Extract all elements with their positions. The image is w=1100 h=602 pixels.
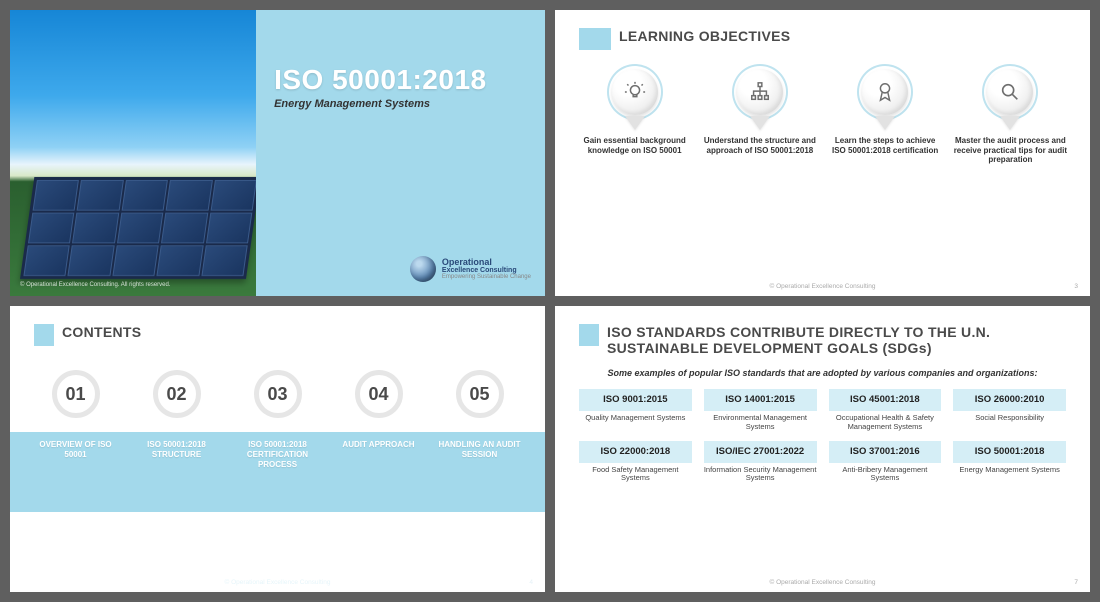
- standard-card: ISO 9001:2015 Quality Management Systems: [579, 389, 692, 431]
- slide-heading: CONTENTS: [62, 324, 141, 340]
- standard-desc: Information Security Management Systems: [704, 466, 817, 483]
- search-icon: [999, 81, 1021, 103]
- standard-desc: Social Responsibility: [953, 414, 1066, 430]
- standard-desc: Anti-Bribery Management Systems: [829, 466, 942, 483]
- slide-footer: © Operational Excellence Consulting: [555, 283, 1090, 290]
- contents-label: AUDIT APPROACH: [331, 440, 426, 496]
- standard-code: ISO 22000:2018: [579, 441, 692, 463]
- accent-bar: [579, 28, 611, 50]
- number-circle: 04: [355, 370, 403, 418]
- contents-label: ISO 50001:2018 STRUCTURE: [129, 440, 224, 496]
- number-circle: 01: [52, 370, 100, 418]
- standard-code: ISO 14001:2015: [704, 389, 817, 411]
- contents-item: 04: [331, 370, 426, 418]
- solar-panel-illustration: [20, 177, 261, 279]
- standard-code: ISO/IEC 27001:2022: [704, 441, 817, 463]
- standard-card: ISO 50001:2018 Energy Management Systems: [953, 441, 1066, 483]
- contents-item: 03: [230, 370, 325, 418]
- slide-learning-objectives: LEARNING OBJECTIVES Gain essential backg…: [555, 10, 1090, 296]
- number-circle: 03: [254, 370, 302, 418]
- number-circle: 05: [456, 370, 504, 418]
- objective-item: Learn the steps to achieve ISO 50001:201…: [826, 66, 945, 165]
- objectives-row: Gain essential background knowledge on I…: [555, 56, 1090, 165]
- globe-icon: [410, 256, 436, 282]
- page-number: 4: [529, 579, 533, 586]
- objective-text: Understand the structure and approach of…: [700, 136, 819, 155]
- standard-card: ISO 22000:2018 Food Safety Management Sys…: [579, 441, 692, 483]
- slide-iso-standards: ISO STANDARDS CONTRIBUTE DIRECTLY TO THE…: [555, 306, 1090, 592]
- lead-text: Some examples of popular ISO standards t…: [555, 362, 1090, 387]
- slide-heading: ISO STANDARDS CONTRIBUTE DIRECTLY TO THE…: [607, 324, 1066, 356]
- slide-title-text: ISO 50001:2018: [274, 64, 529, 96]
- slide-header: ISO STANDARDS CONTRIBUTE DIRECTLY TO THE…: [555, 306, 1090, 362]
- contents-label: ISO 50001:2018 CERTIFICATION PROCESS: [230, 440, 325, 496]
- contents-item: 05: [432, 370, 527, 418]
- slide-heading: LEARNING OBJECTIVES: [619, 28, 790, 44]
- slide-deck-grid: © Operational Excellence Consulting. All…: [10, 10, 1090, 592]
- number-circle: 02: [153, 370, 201, 418]
- copyright-text: © Operational Excellence Consulting. All…: [20, 282, 171, 288]
- standard-desc: Energy Management Systems: [953, 466, 1066, 482]
- title-panel: ISO 50001:2018 Energy Management Systems…: [256, 10, 545, 296]
- standard-card: ISO 26000:2010 Social Responsibility: [953, 389, 1066, 431]
- standard-desc: Environmental Management Systems: [704, 414, 817, 431]
- bulb-icon: [624, 81, 646, 103]
- objective-text: Master the audit process and receive pra…: [951, 136, 1070, 165]
- standards-grid: ISO 9001:2015Quality Management Systems …: [555, 387, 1090, 482]
- contents-label: HANDLING AN AUDIT SESSION: [432, 440, 527, 496]
- contents-item: 01: [28, 370, 123, 418]
- standard-desc: Quality Management Systems: [579, 414, 692, 430]
- standard-code: ISO 37001:2016: [829, 441, 942, 463]
- map-pin-icon: [859, 66, 911, 130]
- standard-card: ISO/IEC 27001:2022 Information Security M…: [704, 441, 817, 483]
- contents-item: 02: [129, 370, 224, 418]
- company-logo: Operational Excellence Consulting Empowe…: [410, 256, 531, 282]
- contents-numbers-row: 01 02 03 04 05: [10, 352, 545, 418]
- page-number: 3: [1074, 283, 1078, 290]
- page-number: 7: [1074, 579, 1078, 586]
- slide-footer: © Operational Excellence Consulting: [10, 579, 545, 586]
- slide-subtitle: Energy Management Systems: [274, 98, 529, 110]
- standard-code: ISO 45001:2018: [829, 389, 942, 411]
- standard-card: ISO 14001:2015 Environmental Management S…: [704, 389, 817, 431]
- standard-code: ISO 50001:2018: [953, 441, 1066, 463]
- accent-bar: [579, 324, 599, 346]
- standard-code: ISO 26000:2010: [953, 389, 1066, 411]
- map-pin-icon: [734, 66, 786, 130]
- slide-header: LEARNING OBJECTIVES: [555, 10, 1090, 56]
- standard-desc: Occupational Health & Safety Management …: [829, 414, 942, 431]
- contents-label: OVERVIEW OF ISO 50001: [28, 440, 123, 496]
- objective-item: Gain essential background knowledge on I…: [575, 66, 694, 165]
- objective-item: Master the audit process and receive pra…: [951, 66, 1070, 165]
- standard-card: ISO 45001:2018 Occupational Health & Safe…: [829, 389, 942, 431]
- accent-bar: [34, 324, 54, 346]
- standard-card: ISO 37001:2016 Anti-Bribery Management Sy…: [829, 441, 942, 483]
- slide-contents: CONTENTS 01 02 03 04 05 OVERVIEW OF ISO …: [10, 306, 545, 592]
- standard-desc: Food Safety Management Systems: [579, 466, 692, 483]
- standard-code: ISO 9001:2015: [579, 389, 692, 411]
- objective-text: Learn the steps to achieve ISO 50001:201…: [826, 136, 945, 155]
- objective-text: Gain essential background knowledge on I…: [575, 136, 694, 155]
- logo-text: Operational Excellence Consulting Empowe…: [442, 258, 531, 280]
- map-pin-icon: [609, 66, 661, 130]
- map-pin-icon: [984, 66, 1036, 130]
- slide-header: CONTENTS: [10, 306, 545, 352]
- slide-footer: © Operational Excellence Consulting: [555, 579, 1090, 586]
- objective-item: Understand the structure and approach of…: [700, 66, 819, 165]
- contents-labels-band: OVERVIEW OF ISO 50001 ISO 50001:2018 STR…: [10, 432, 545, 512]
- award-icon: [874, 81, 896, 103]
- solar-panel-photo: © Operational Excellence Consulting. All…: [10, 10, 256, 296]
- slide-title: © Operational Excellence Consulting. All…: [10, 10, 545, 296]
- hierarchy-icon: [749, 81, 771, 103]
